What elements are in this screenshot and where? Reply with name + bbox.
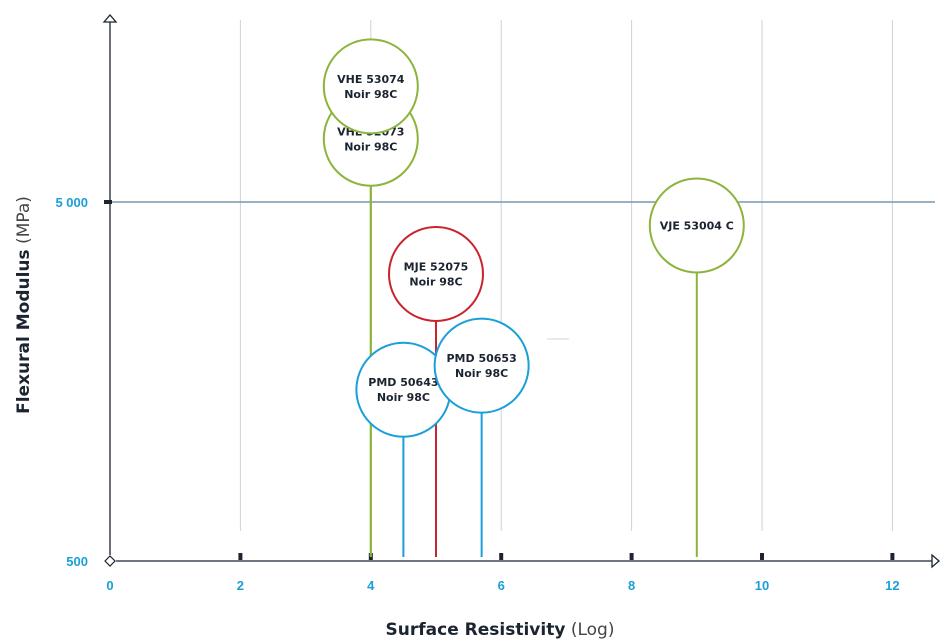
- x-tick-mark-8: [629, 553, 634, 560]
- x-tick-mark-2: [238, 553, 243, 560]
- axes: [102, 14, 940, 569]
- x-tick-mark-10: [760, 553, 764, 560]
- y-tick-mark-5000: [104, 200, 112, 204]
- y-tick-label-5000: 5 000: [55, 195, 88, 210]
- x-tick-label-2: 2: [237, 578, 244, 593]
- grid-lines: [110, 20, 935, 531]
- bubble-pmd-50653: [433, 317, 530, 414]
- bubble-label-pmd-50643-1: Noir 98C: [377, 391, 430, 404]
- point-vje-53004-c: VJE 53004 C: [648, 177, 745, 274]
- x-axis-title-main: Surface Resistivity: [386, 620, 566, 640]
- tick-labels: 0 2 4 6 8 10 12 500 5 000: [55, 195, 899, 593]
- bubble-label-pmd-50643-0: PMD 50643: [368, 376, 438, 389]
- bubble-label-mje-52075-0: MJE 52075: [404, 261, 469, 274]
- y-axis-title-main: Flexural Modulus: [14, 249, 34, 414]
- x-axis-title: Surface Resistivity (Log): [386, 620, 615, 640]
- x-tick-label-6: 6: [498, 578, 505, 593]
- x-tick-label-8: 8: [628, 578, 635, 593]
- point-pmd-50643: PMD 50643 Noir 98C: [355, 341, 452, 438]
- bubble-label-vhe-53074-0: VHE 53074: [337, 73, 405, 86]
- x-axis-title-unit: (Log): [571, 620, 615, 640]
- x-tick-label-10: 10: [755, 578, 769, 593]
- bubble-mje-52075: [388, 226, 484, 323]
- origin-marker: [104, 555, 116, 567]
- point-mje-52075: MJE 52075 Noir 98C: [388, 226, 484, 323]
- bubble-label-pmd-50653-1: Noir 98C: [455, 367, 508, 380]
- x-tick-label-0: 0: [106, 578, 113, 593]
- x-tick-mark-12: [890, 553, 895, 560]
- bubble-label-pmd-50653-0: PMD 50653: [447, 352, 517, 365]
- point-vhe-53074: VHE 53074 Noir 98C: [322, 38, 419, 135]
- bubble-label-mje-52075-1: Noir 98C: [409, 276, 462, 289]
- bubble-label-vhe-53074-1: Noir 98C: [344, 88, 397, 101]
- x-tick-label-4: 4: [367, 578, 375, 593]
- y-tick-label-500: 500: [66, 554, 88, 569]
- x-tick-label-12: 12: [885, 578, 899, 593]
- x-axis-arrow: [931, 553, 940, 569]
- x-tick-mark-6: [499, 553, 504, 560]
- bubble-vhe-53074: [322, 38, 419, 135]
- bubble-vje-53004-c: [648, 177, 745, 274]
- bubble-label-vhe-52073-1: Noir 98C: [344, 140, 397, 153]
- y-axis-arrow: [102, 14, 118, 23]
- bubble-label-vje-53004-c-0: VJE 53004 C: [660, 220, 734, 233]
- point-pmd-50653: PMD 50653 Noir 98C: [433, 317, 530, 414]
- y-axis-title-unit: (MPa): [14, 196, 34, 244]
- y-axis-title: Flexural Modulus (MPa): [14, 196, 34, 414]
